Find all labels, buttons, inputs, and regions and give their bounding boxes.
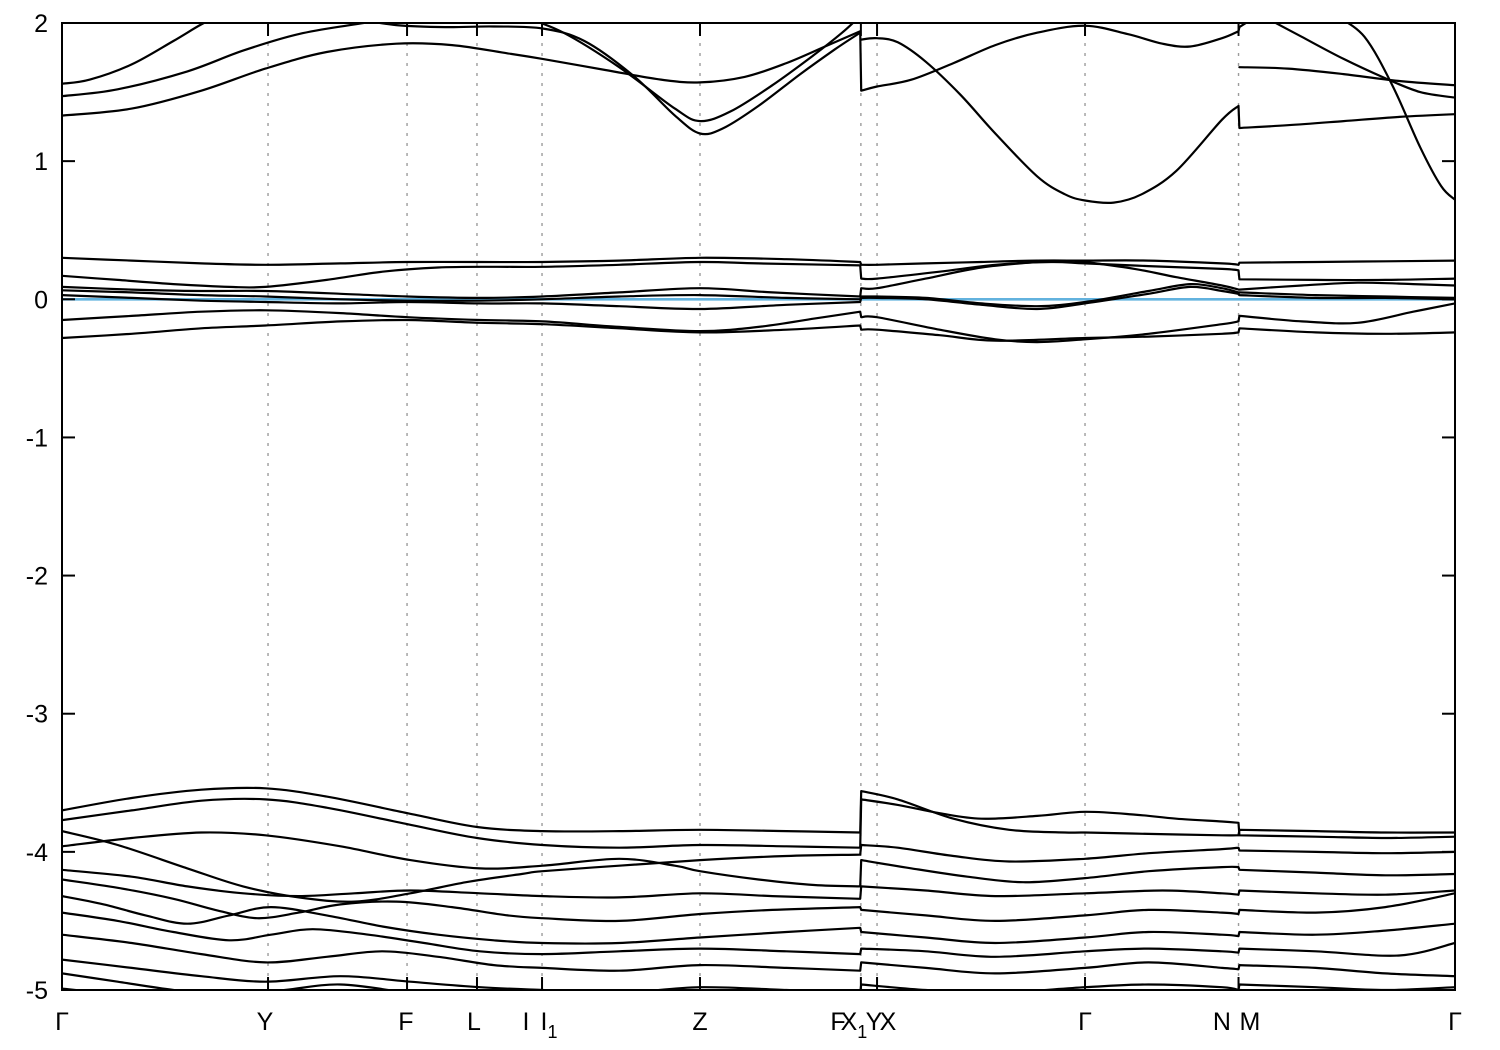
band-curve-val-9 [62,933,1455,978]
band-curve-cond-6 [860,37,1455,204]
band-curve-val-4 [62,831,1455,888]
y-tick-label: -3 [26,701,48,729]
band-curve-cond-7 [1238,66,1455,87]
band-curve-val-7 [62,895,1455,945]
band-curve-cond-9 [1345,23,1455,201]
y-tick-label: 0 [34,286,48,314]
y-tick-label: -1 [26,424,48,452]
band-curve-val-6 [62,878,1455,923]
y-tick-label: -5 [26,977,48,1005]
y-tick-label: 1 [34,148,48,176]
x-tick-label: L [467,1008,481,1036]
band-curve-mid-2 [62,260,1455,289]
x-tick-label: Y [866,1008,883,1036]
band-curve-mid-6 [62,302,1455,344]
x-tick-label: N [1213,1008,1231,1036]
band-curve-cond-8 [1273,23,1455,99]
band-curve-mid-5 [62,285,1455,311]
band-curve-cond-2 [62,23,371,98]
band-curve-mid-7 [62,318,1455,342]
band-curves [62,23,1455,990]
band-curve-cond-4 [372,23,862,136]
x-tick-label: Γ [1448,1008,1462,1036]
band-curve-val-3 [62,830,1455,903]
x-tick-label: Y [257,1008,274,1036]
band-curve-val-8 [62,911,1455,958]
y-tick-label: 2 [34,10,48,38]
x-tick-label: I [523,1008,530,1036]
x-tick-label: F [830,1008,845,1036]
x-tick-label: Z [692,1008,707,1036]
x-tick-label: Γ [1078,1008,1092,1036]
x-tick-label: I1 [541,1008,558,1042]
y-tick-label: -2 [26,563,48,591]
band-curve-mid-3 [62,259,1455,299]
x-tick-label: X [880,1008,897,1036]
x-tick-label: M [1240,1008,1261,1036]
x-tick-label: F [398,1008,413,1036]
band-curve-cond-5 [537,23,855,123]
band-curve-cond-3 [62,23,1248,117]
x-tick-label: X1 [841,1008,868,1042]
band-curve-mid-1 [62,256,1455,266]
x-tick-label: Γ [55,1008,69,1036]
band-curve-mid-4 [62,282,1455,308]
plot-border [61,22,1456,991]
band-curve-val-1 [62,786,1455,837]
band-curve-val-5 [62,868,1455,900]
y-tick-label: -4 [26,839,48,867]
band-curve-val-2 [62,797,1455,849]
